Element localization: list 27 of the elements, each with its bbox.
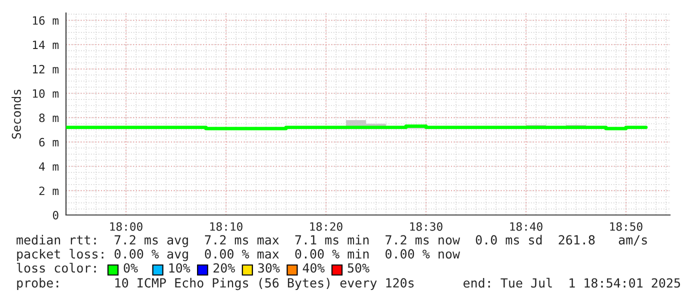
x-tick-label: 18:20 (310, 222, 342, 231)
y-tick-label: 16 m (33, 16, 59, 25)
y-tick-label: 6 m (39, 138, 59, 147)
y-tick-label: 14 m (33, 40, 59, 49)
text: 10% (169, 263, 190, 273)
text: 30% (258, 263, 280, 273)
y-tick-label: 12 m (33, 64, 59, 74)
text: median rtt: 7.2 ms avg 7.2 ms max 7.1 ms min 7.2 ms now 0.0 ms sd 261.8 am/s (16, 234, 647, 248)
text: probe: 10 ICMP Echo Pings (56 Bytes) every 120s (17, 278, 414, 290)
x-tick-label: 18:10 (210, 222, 242, 231)
y-tick-label: 10 m (33, 89, 59, 98)
text: 20% (214, 263, 235, 273)
y-tick-label: 2 m (39, 186, 59, 196)
x-tick-label: 18:40 (510, 222, 542, 231)
x-tick-label: 18:30 (410, 222, 442, 231)
y-tick-label: 0 (52, 210, 58, 220)
text: 0% (124, 263, 138, 273)
text: 40% (302, 263, 325, 273)
text: loss color: (16, 262, 96, 273)
text: packet loss: 0.00 % avg 0.00 % max 0.00 % min 0.00 % now (17, 248, 460, 262)
text: 50% (348, 263, 370, 273)
x-tick-label: 18:50 (610, 222, 642, 231)
y-axis-title: Seconds (12, 90, 21, 139)
x-tick-label: 18:00 (110, 222, 142, 231)
y-tick-label: 4 m (39, 162, 59, 171)
y-tick-label: 8 m (39, 114, 59, 122)
text: end: Tue Jul 1 18:54:01 2025 (464, 278, 680, 288)
